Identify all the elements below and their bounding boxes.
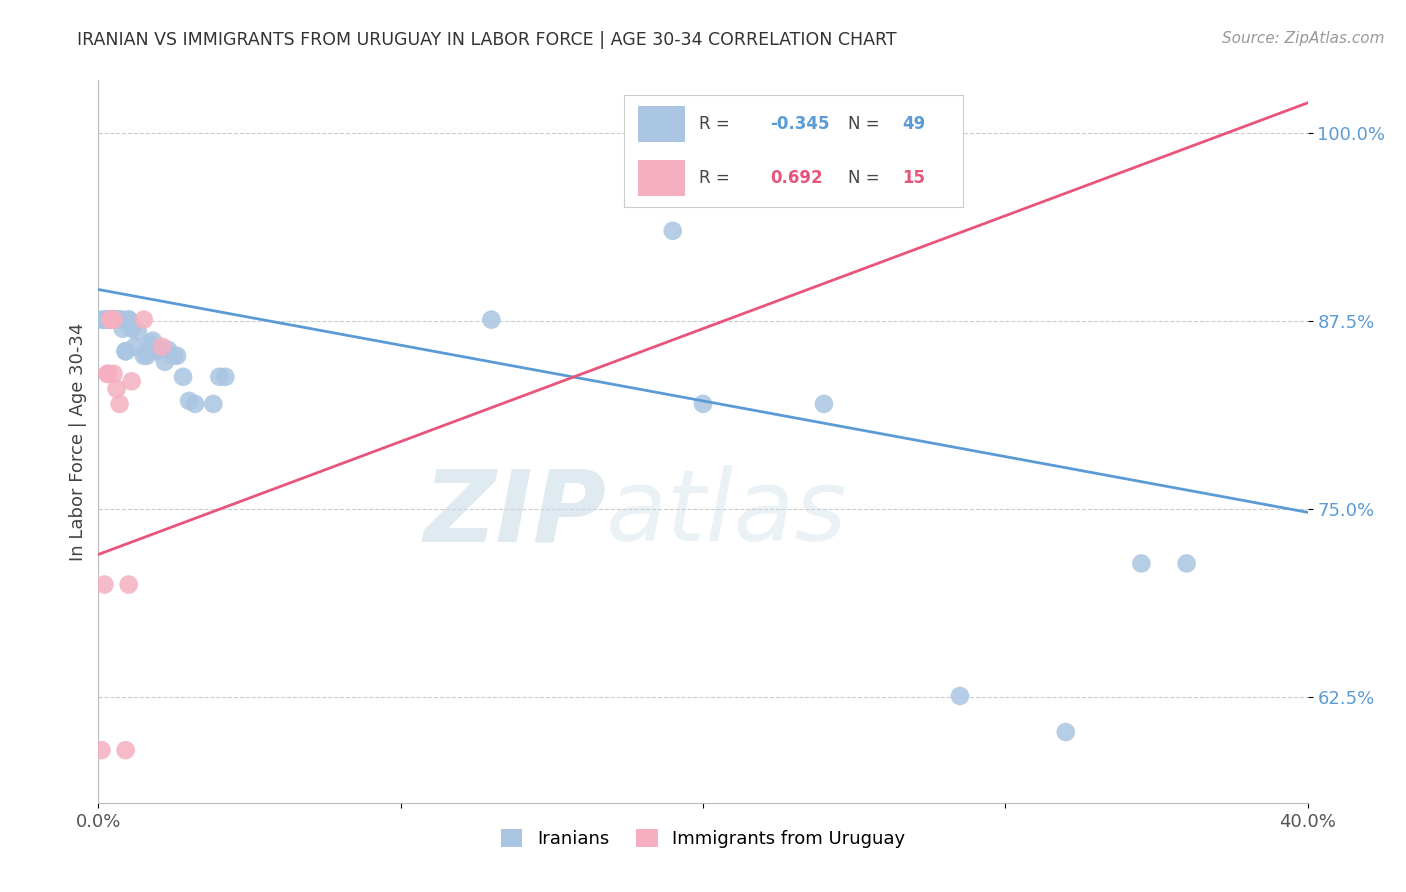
Point bbox=[202, 397, 225, 411]
Point bbox=[103, 312, 125, 326]
Point bbox=[142, 334, 165, 348]
Point bbox=[132, 312, 155, 326]
Point bbox=[692, 397, 714, 411]
Point bbox=[108, 312, 131, 326]
Point bbox=[118, 312, 141, 326]
Point bbox=[813, 397, 835, 411]
Point bbox=[93, 312, 115, 326]
Point bbox=[145, 344, 167, 359]
Point bbox=[103, 312, 125, 326]
Point bbox=[1054, 725, 1077, 739]
Point bbox=[111, 321, 134, 335]
Point bbox=[121, 375, 143, 389]
Point bbox=[150, 340, 173, 354]
Point bbox=[103, 312, 125, 326]
Point bbox=[121, 321, 143, 335]
Point bbox=[93, 312, 115, 326]
Point bbox=[208, 369, 231, 384]
Point bbox=[1130, 557, 1153, 571]
Point bbox=[93, 577, 115, 591]
Point bbox=[90, 743, 112, 757]
Point bbox=[108, 397, 131, 411]
Point bbox=[127, 325, 149, 339]
Point bbox=[105, 382, 128, 396]
Point bbox=[118, 312, 141, 326]
Point bbox=[118, 577, 141, 591]
Text: IRANIAN VS IMMIGRANTS FROM URUGUAY IN LABOR FORCE | AGE 30-34 CORRELATION CHART: IRANIAN VS IMMIGRANTS FROM URUGUAY IN LA… bbox=[77, 31, 897, 49]
Text: ZIP: ZIP bbox=[423, 466, 606, 562]
Point bbox=[100, 312, 122, 326]
Point bbox=[114, 344, 136, 359]
Point bbox=[114, 743, 136, 757]
Point bbox=[96, 312, 118, 326]
Point bbox=[105, 312, 128, 326]
Point bbox=[166, 349, 188, 363]
Point bbox=[135, 349, 157, 363]
Point bbox=[100, 312, 122, 326]
Text: Source: ZipAtlas.com: Source: ZipAtlas.com bbox=[1222, 31, 1385, 46]
Point bbox=[949, 689, 972, 703]
Point bbox=[184, 397, 207, 411]
Point bbox=[96, 367, 118, 381]
Legend: Iranians, Immigrants from Uruguay: Iranians, Immigrants from Uruguay bbox=[494, 822, 912, 855]
Point bbox=[90, 312, 112, 326]
Point bbox=[481, 312, 503, 326]
Point bbox=[105, 312, 128, 326]
Point bbox=[214, 369, 236, 384]
Point bbox=[124, 340, 146, 354]
Point bbox=[96, 312, 118, 326]
Point bbox=[105, 312, 128, 326]
Point bbox=[148, 343, 170, 357]
Point bbox=[108, 312, 131, 326]
Point bbox=[111, 312, 134, 326]
Point bbox=[100, 312, 122, 326]
Text: atlas: atlas bbox=[606, 466, 848, 562]
Y-axis label: In Labor Force | Age 30-34: In Labor Force | Age 30-34 bbox=[69, 322, 87, 561]
Point bbox=[156, 343, 179, 357]
Point bbox=[1175, 557, 1198, 571]
Point bbox=[114, 344, 136, 359]
Point bbox=[153, 355, 176, 369]
Point bbox=[96, 312, 118, 326]
Point bbox=[139, 336, 162, 351]
Point bbox=[96, 367, 118, 381]
Point bbox=[179, 393, 201, 408]
Point bbox=[132, 349, 155, 363]
Point bbox=[163, 349, 186, 363]
Point bbox=[661, 224, 683, 238]
Point bbox=[100, 312, 122, 326]
Point bbox=[103, 312, 125, 326]
Point bbox=[103, 367, 125, 381]
Point bbox=[172, 369, 194, 384]
